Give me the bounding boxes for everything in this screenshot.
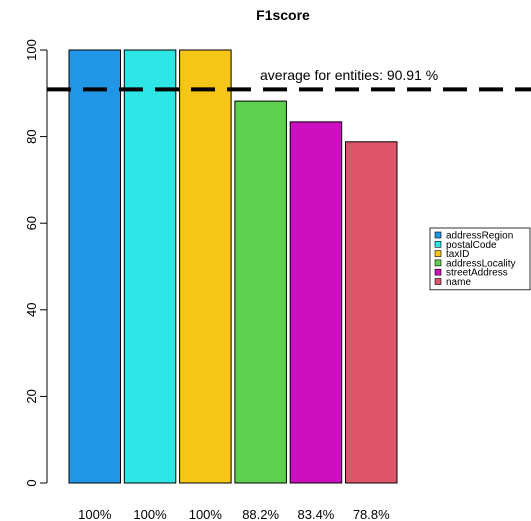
- bar-value-label: 100%: [78, 507, 112, 521]
- legend-swatch: [435, 279, 441, 285]
- bars: [69, 50, 397, 483]
- bar-value-label: 83.4%: [298, 507, 335, 521]
- bar-value-label: 88.2%: [242, 507, 279, 521]
- legend: addressRegionpostalCodetaxIDaddressLocal…: [430, 228, 530, 290]
- legend-swatch: [435, 269, 441, 275]
- bar-value-labels: 100% 100% 100% 88.2% 83.4% 78.8%: [78, 507, 390, 521]
- bar-name: [346, 142, 398, 483]
- bar-postalCode: [124, 50, 176, 483]
- y-tick-label: 100: [24, 39, 39, 61]
- bar-streetAddress: [290, 122, 342, 483]
- bar-addressLocality: [235, 101, 287, 483]
- y-axis: 0 20 40 60 80 100: [24, 39, 47, 486]
- chart-title: F1score: [256, 7, 310, 23]
- bar-addressRegion: [69, 50, 121, 483]
- bar-value-label: 78.8%: [353, 507, 390, 521]
- legend-swatch: [435, 251, 441, 257]
- y-tick-label: 0: [24, 479, 39, 486]
- average-label: average for entities: 90.91 %: [260, 67, 438, 83]
- bar-taxID: [180, 50, 232, 483]
- legend-entry: name: [446, 277, 471, 288]
- y-tick-label: 40: [24, 303, 39, 317]
- bar-value-label: 100%: [189, 507, 223, 521]
- legend-swatch: [435, 260, 441, 266]
- legend-swatch: [435, 232, 441, 238]
- y-tick-label: 80: [24, 129, 39, 143]
- legend-swatch: [435, 241, 441, 247]
- bar-value-label: 100%: [133, 507, 167, 521]
- y-tick-label: 60: [24, 216, 39, 230]
- y-tick-label: 20: [24, 389, 39, 403]
